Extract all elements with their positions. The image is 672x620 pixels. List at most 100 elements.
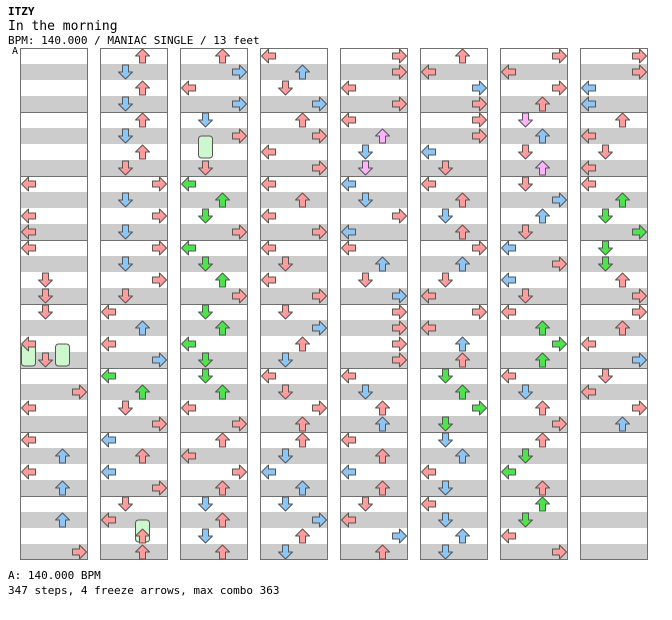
arrow-left-icon [21,224,36,240]
arrow-up-icon [615,112,630,128]
arrow-down-icon [518,224,533,240]
beat-stripe [500,544,568,560]
arrow-up-icon [215,192,230,208]
arrow-up-icon [215,320,230,336]
arrow-up-icon [135,112,150,128]
arrow-up-icon [535,400,550,416]
arrow-down-icon [118,160,133,176]
arrow-down-icon [518,512,533,528]
arrow-left-icon [421,464,436,480]
arrow-down-icon [438,416,453,432]
beat-stripe [340,448,408,464]
chart-column [20,48,88,560]
arrow-left-icon [21,176,36,192]
arrow-up-icon [535,432,550,448]
arrow-up-icon [295,64,310,80]
beat-stripe [20,352,88,368]
arrow-left-icon [101,336,116,352]
freeze-arrow [198,135,213,159]
arrow-down-icon [518,112,533,128]
arrow-down-icon [518,176,533,192]
arrow-right-icon [232,464,247,480]
beat-stripe [260,384,328,400]
arrow-up-icon [375,256,390,272]
arrow-left-icon [501,304,516,320]
arrow-down-icon [38,288,53,304]
arrow-left-icon [581,80,596,96]
chart-column [580,48,648,560]
beat-stripe [500,160,568,176]
chart-info: BPM: 140.000 / MANIAC SINGLE / 13 feet [8,34,260,47]
arrow-down-icon [278,256,293,272]
beat-stripe [20,256,88,272]
arrow-down-icon [198,112,213,128]
beat-stripe [180,256,248,272]
arrow-left-icon [421,176,436,192]
arrow-up-icon [215,480,230,496]
beat-stripe [260,192,328,208]
arrow-up-icon [135,320,150,336]
beat-stripe [100,96,168,112]
arrow-up-icon [215,384,230,400]
arrow-down-icon [518,384,533,400]
arrow-up-icon [615,272,630,288]
beat-stripe [580,192,648,208]
beat-stripe [420,192,488,208]
arrow-right-icon [72,384,87,400]
arrow-left-icon [101,304,116,320]
arrow-up-icon [375,544,390,560]
arrow-left-icon [581,336,596,352]
arrow-up-icon [55,448,70,464]
beat-stripe [260,544,328,560]
beat-stripe [260,128,328,144]
arrow-up-icon [455,528,470,544]
arrow-left-icon [261,464,276,480]
beat-stripe [340,320,408,336]
beat-stripe [180,384,248,400]
arrow-down-icon [598,240,613,256]
arrow-up-icon [215,48,230,64]
arrow-left-icon [261,176,276,192]
beat-stripe [500,384,568,400]
arrow-down-icon [598,208,613,224]
arrow-up-icon [535,480,550,496]
arrow-down-icon [438,544,453,560]
arrow-down-icon [438,160,453,176]
arrow-right-icon [552,416,567,432]
beat-stripe [340,192,408,208]
arrow-up-icon [455,384,470,400]
beat-stripe [260,320,328,336]
arrow-down-icon [118,288,133,304]
arrow-down-icon [278,384,293,400]
beat-stripe [420,480,488,496]
step-stats: 347 steps, 4 freeze arrows, max combo 36… [8,584,280,597]
beat-stripe [340,256,408,272]
beat-stripe [20,192,88,208]
beat-stripe [500,352,568,368]
beat-stripe [180,64,248,80]
arrow-right-icon [552,256,567,272]
arrow-left-icon [181,176,196,192]
arrow-down-icon [598,368,613,384]
arrow-right-icon [392,96,407,112]
arrow-left-icon [21,208,36,224]
arrow-down-icon [198,496,213,512]
beat-stripe [340,512,408,528]
beat-stripe [180,288,248,304]
beat-stripe [500,480,568,496]
beat-stripe [100,512,168,528]
beat-stripe [500,448,568,464]
arrow-left-icon [501,528,516,544]
beat-stripe [580,352,648,368]
arrow-up-icon [135,144,150,160]
arrow-right-icon [152,208,167,224]
arrow-right-icon [232,416,247,432]
arrow-right-icon [392,320,407,336]
beat-stripe [20,448,88,464]
beat-stripe [500,288,568,304]
arrow-left-icon [181,240,196,256]
beat-stripe [580,96,648,112]
beat-stripe [260,448,328,464]
arrow-up-icon [535,160,550,176]
arrow-right-icon [632,400,647,416]
